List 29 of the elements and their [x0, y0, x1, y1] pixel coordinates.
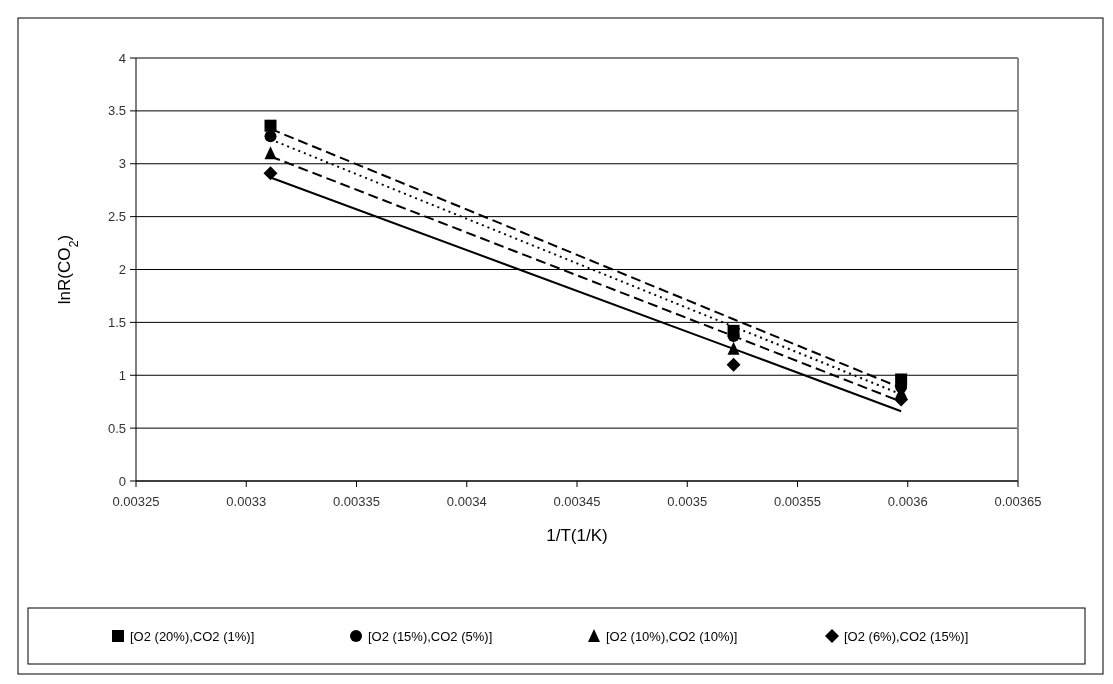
point — [726, 357, 741, 372]
y-tick-label: 2 — [118, 262, 126, 278]
x-tick-label: 0.0033 — [226, 494, 267, 509]
x-tick-label: 0.00355 — [774, 494, 821, 509]
y-tick-label: 1 — [118, 367, 126, 383]
legend-label: [O2 (20%),CO2 (1%)] — [130, 628, 255, 644]
y-tick-label: 0.5 — [107, 420, 126, 436]
x-tick-label: 0.0034 — [446, 494, 487, 509]
y-tick-label: 3 — [118, 156, 126, 172]
point — [264, 146, 277, 160]
point — [264, 119, 277, 132]
x-tick-label: 0.00345 — [553, 494, 601, 509]
x-axis-title: 1/T(1/K) — [546, 526, 608, 545]
y-tick-label: 1.5 — [107, 314, 126, 330]
y-tick-label: 2.5 — [107, 209, 126, 225]
x-tick-label: 0.00335 — [333, 494, 380, 509]
legend-label: [O2 (15%),CO2 (5%)] — [368, 628, 493, 644]
x-tick-label: 0.0035 — [667, 494, 708, 509]
point — [264, 130, 277, 143]
y-tick-label: 4 — [118, 50, 126, 66]
x-tick-label: 0.00325 — [112, 494, 160, 509]
point — [263, 166, 278, 181]
y-tick-label: 0 — [118, 473, 126, 489]
x-tick-label: 0.0036 — [887, 494, 928, 509]
y-tick-label: 3.5 — [107, 103, 126, 119]
legend-label: [O2 (10%),CO2 (10%)] — [606, 628, 738, 644]
point — [727, 341, 740, 355]
x-tick-label: 0.00365 — [994, 494, 1042, 509]
legend-label: [O2 (6%),CO2 (15%)] — [844, 628, 969, 644]
